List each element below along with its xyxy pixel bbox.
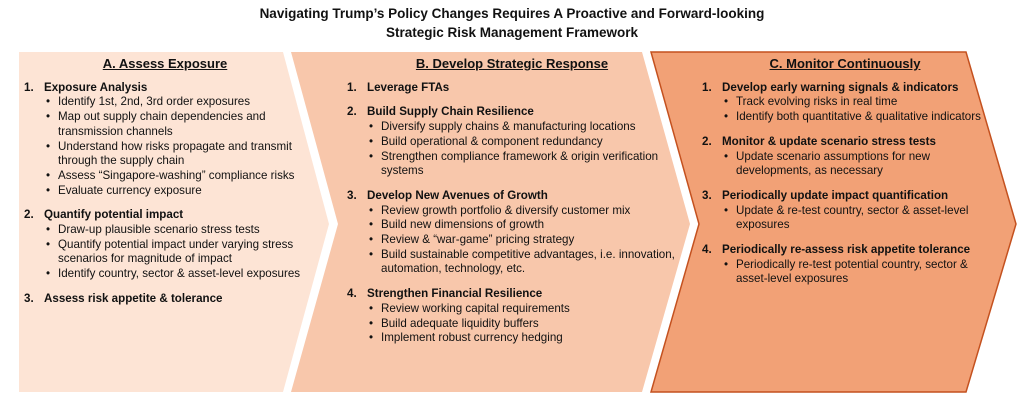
section-heading-text: Strengthen Financial Resilience [367, 287, 543, 301]
title-line-2: Strategic Risk Management Framework [385, 25, 639, 40]
section-number: 1. [24, 80, 34, 94]
section-heading: 4. Strengthen Financial Resilience [347, 287, 677, 302]
section-heading: 1. Leverage FTAs [347, 81, 677, 96]
section-number: 3. [702, 188, 712, 202]
section-item: 2. Quantify potential impactDraw-up plaus… [24, 208, 306, 282]
section-heading-text: Periodically re-assess risk appetite tol… [722, 243, 971, 257]
bullet-item: Review working capital requirements [369, 302, 677, 317]
bullet-item: Evaluate currency exposure [46, 184, 306, 199]
bullet-list: Update & re-test country, sector & asset… [702, 204, 988, 233]
section-number: 1. [347, 80, 357, 94]
bullet-item: Update scenario assumptions for new deve… [724, 150, 988, 179]
section-number: 1. [702, 80, 712, 94]
bullet-item: Review & “war-game” pricing strategy [369, 233, 677, 248]
bullet-item: Implement robust currency hedging [369, 331, 677, 346]
bullet-list: Draw-up plausible scenario stress testsQ… [24, 223, 306, 282]
section-item: 4. Periodically re-assess risk appetite t… [702, 243, 988, 287]
section-item: 1. Develop early warning signals & indica… [702, 81, 988, 125]
section-heading-text: Develop early warning signals & indicato… [722, 80, 959, 94]
bullet-list: Periodically re-test potential country, … [702, 258, 988, 287]
section-heading-text: Leverage FTAs [367, 80, 450, 94]
section-number: 3. [24, 291, 34, 305]
bullet-item: Build adequate liquidity buffers [369, 317, 677, 332]
bullet-item: Draw-up plausible scenario stress tests [46, 223, 306, 238]
section-heading-text: Exposure Analysis [44, 80, 148, 94]
bullet-item: Understand how risks propagate and trans… [46, 140, 306, 169]
section-item: 1. Leverage FTAs [347, 81, 677, 96]
section-number: 2. [24, 208, 34, 222]
bullet-item: Periodically re-test potential country, … [724, 258, 988, 287]
bullet-item: Track evolving risks in real time [724, 95, 988, 110]
section-heading: 3. Periodically update impact quantificat… [702, 189, 988, 204]
section-heading-text: Periodically update impact quantificatio… [722, 188, 949, 202]
section-heading: 2. Quantify potential impact [24, 208, 306, 223]
section-number: 4. [702, 243, 712, 257]
section-heading: 3. Develop New Avenues of Growth [347, 189, 677, 204]
section-heading: 1. Exposure Analysis [24, 81, 306, 96]
section-heading-text: Assess risk appetite & tolerance [44, 291, 223, 305]
diagram-title: Navigating Trump’s Policy Changes Requir… [0, 4, 1024, 42]
bullet-list: Track evolving risks in real timeIdentif… [702, 95, 988, 124]
bullet-item: Build operational & component redundancy [369, 135, 677, 150]
panel-title: B. Develop Strategic Response [415, 56, 609, 71]
section-item: 1. Exposure AnalysisIdentify 1st, 2nd, 3r… [24, 81, 306, 199]
bullet-list: Identify 1st, 2nd, 3rd order exposuresMa… [24, 95, 306, 198]
section-item: 2. Monitor & update scenario stress tests… [702, 135, 988, 179]
bullet-item: Diversify supply chains & manufacturing … [369, 120, 677, 135]
bullet-item: Assess “Singapore-washing” compliance ri… [46, 169, 306, 184]
title-line-1: Navigating Trump’s Policy Changes Requir… [259, 6, 765, 21]
bullet-item: Identify both quantitative & qualitative… [724, 110, 988, 125]
bullet-item: Map out supply chain dependencies and tr… [46, 110, 306, 139]
bullet-list: Review working capital requirementsBuild… [347, 302, 677, 346]
section-number: 4. [347, 287, 357, 301]
section-heading: 2. Build Supply Chain Resilience [347, 105, 677, 120]
section-heading: 1. Develop early warning signals & indica… [702, 81, 988, 96]
section-heading: 2. Monitor & update scenario stress tests [702, 135, 988, 150]
bullet-list: Review growth portfolio & diversify cust… [347, 204, 677, 278]
bullet-item: Build sustainable competitive advantages… [369, 248, 677, 277]
section-heading: 4. Periodically re-assess risk appetite t… [702, 243, 988, 258]
panel-monitor-continuously: C. Monitor Continuously 1. Develop early w… [702, 56, 988, 297]
section-heading-text: Monitor & update scenario stress tests [722, 134, 936, 148]
section-item: 4. Strengthen Financial ResilienceReview … [347, 287, 677, 346]
bullet-list: Update scenario assumptions for new deve… [702, 150, 988, 179]
section-heading: 3. Assess risk appetite & tolerance [24, 292, 306, 307]
section-number: 3. [347, 188, 357, 202]
bullet-item: Identify country, sector & asset-level e… [46, 267, 306, 282]
section-item: 3. Assess risk appetite & tolerance [24, 292, 306, 307]
section-heading-text: Build Supply Chain Resilience [367, 105, 534, 119]
section-heading-text: Quantify potential impact [44, 208, 184, 222]
section-number: 2. [702, 134, 712, 148]
panel-develop-strategic-response: B. Develop Strategic Response 1. Leverage … [347, 56, 677, 356]
bullet-item: Review growth portfolio & diversify cust… [369, 204, 677, 219]
section-number: 2. [347, 105, 357, 119]
section-item: 3. Develop New Avenues of Growth Review gr… [347, 189, 677, 277]
bullet-item: Quantify potential impact under varying … [46, 238, 306, 267]
panel-title: A. Assess Exposure [102, 56, 228, 71]
section-heading-text: Develop New Avenues of Growth [367, 188, 548, 202]
section-item: 3. Periodically update impact quantificat… [702, 189, 988, 233]
bullet-item: Update & re-test country, sector & asset… [724, 204, 988, 233]
section-item: 2. Build Supply Chain ResilienceDiversify… [347, 105, 677, 179]
bullet-item: Identify 1st, 2nd, 3rd order exposures [46, 95, 306, 110]
panel-title: C. Monitor Continuously [769, 56, 921, 71]
bullet-item: Strengthen compliance framework & origin… [369, 150, 677, 179]
bullet-list: Diversify supply chains & manufacturing … [347, 120, 677, 179]
bullet-item: Build new dimensions of growth [369, 218, 677, 233]
